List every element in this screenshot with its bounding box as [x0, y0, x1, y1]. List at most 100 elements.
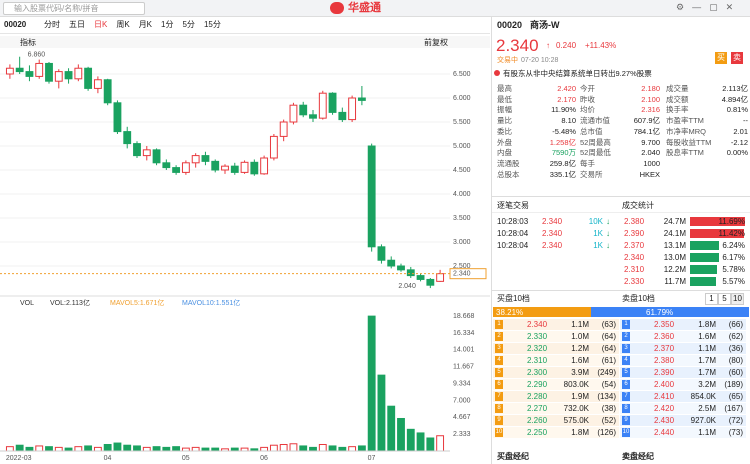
book-row [493, 355, 619, 366]
notice-dot [494, 70, 500, 76]
stat-label: 每手 [580, 158, 595, 168]
x-tick-label: 04 [104, 455, 112, 462]
bid-brokers: 买盘经纪 [497, 452, 529, 461]
indicator-label[interactable]: 指标 [20, 38, 36, 47]
logo: 华盛通 [348, 2, 381, 14]
book-volume: 1.2M [571, 344, 589, 353]
candle-body [348, 97, 357, 121]
book-volume: 1.6M [698, 332, 716, 341]
book-volume: 1.6M [571, 356, 589, 365]
ask-ratio-bar [590, 307, 749, 317]
book-price: 2.320 [527, 344, 548, 353]
adjust-label[interactable]: 前复权 [424, 38, 448, 47]
divider [492, 196, 750, 197]
arrow: ↑ [546, 41, 550, 50]
y-tick-label: 4.500 [453, 167, 471, 174]
stat-label: 均价 [580, 105, 595, 115]
book-row [620, 427, 746, 438]
candle-body [260, 157, 269, 175]
last-price-box [449, 268, 487, 280]
stat-value: 2.113亿 [722, 84, 748, 93]
book-count: (167) [724, 404, 743, 413]
candle-body [397, 265, 405, 271]
candle-body [142, 149, 151, 157]
depth-button[interactable]: 5 [718, 293, 731, 305]
stat-pct: 5.78% [722, 265, 745, 274]
candle-body [328, 92, 337, 113]
stat-value: 335.1亿 [549, 169, 576, 179]
book-volume: 1.1M [698, 428, 716, 437]
divider [492, 290, 750, 291]
depth-button[interactable]: 10 [731, 293, 744, 305]
period-tab[interactable]: 日K [94, 20, 108, 29]
period-tab[interactable]: 5分 [182, 20, 195, 29]
candle-body [230, 165, 239, 173]
stat-label: 成交量 [666, 84, 689, 93]
stat-volume: 12.2M [663, 265, 686, 274]
period-tab[interactable]: 月K [138, 20, 153, 29]
level: 2 [622, 332, 630, 341]
ask-title: 卖盘10档 [622, 294, 655, 303]
stat-value: HKEX [639, 169, 660, 179]
book-volume: 1.0M [571, 332, 589, 341]
window-controls[interactable]: ⚙—▢✕ [676, 2, 742, 12]
period-tab[interactable]: 周K [116, 20, 130, 29]
sell-button[interactable]: 卖 [731, 52, 743, 64]
period-tab[interactable]: 五日 [69, 20, 85, 29]
tab[interactable]: 成交统计 [622, 201, 654, 210]
vol-tick-label: 4.667 [453, 414, 471, 421]
book-count: (72) [728, 416, 743, 425]
ask-brokers: 卖盘经纪 [622, 452, 654, 461]
divider [492, 212, 750, 213]
search-box[interactable] [3, 2, 145, 15]
book-price: 2.290 [527, 380, 548, 389]
stat-pct: 6.17% [722, 253, 745, 262]
book-row [493, 331, 619, 342]
book-count: (73) [728, 428, 743, 437]
candle-body [35, 62, 44, 77]
stat-pct: 6.24% [722, 241, 745, 250]
book-row [493, 391, 619, 402]
book-volume: 1.8M [571, 428, 589, 437]
level: 1 [622, 320, 630, 329]
buy-button[interactable]: 买 [715, 52, 727, 64]
book-price: 2.390 [654, 368, 675, 377]
trade-time: 10:28:04 [497, 241, 529, 250]
period-tab[interactable]: 15分 [203, 20, 221, 29]
candle-body [318, 92, 327, 119]
stock-code: 00020 [497, 20, 523, 30]
trade-price: 2.340 [542, 229, 563, 238]
tab[interactable]: 逐笔交易 [497, 201, 529, 210]
vol-tick-label: 16.334 [453, 330, 475, 337]
volume-legend: MAVOL10:1.551亿 [182, 298, 240, 307]
book-count: (134) [597, 392, 616, 401]
level: 4 [622, 356, 630, 365]
book-row [620, 319, 746, 330]
period-tab[interactable]: 1分 [161, 20, 174, 29]
min-price-label: 2.040 [398, 283, 416, 290]
candle-body [123, 131, 132, 145]
status: 交易中 [497, 57, 518, 64]
stat-label: 流通市值 [580, 116, 610, 126]
stat-label: 交易所 [580, 169, 603, 179]
book-count: (62) [728, 332, 743, 341]
stat-label: 最高 [497, 84, 512, 93]
candle-body [367, 145, 376, 248]
depth-button[interactable]: 1 [705, 293, 718, 305]
candle-body [25, 71, 34, 77]
stat-label: 成交额 [666, 94, 689, 104]
book-count: (80) [728, 356, 743, 365]
divider [491, 17, 492, 464]
trade-time: 10:28:04 [497, 229, 529, 238]
stat-value: -- [743, 116, 748, 126]
stat-label: 振幅 [497, 105, 512, 115]
candle-body [357, 97, 366, 101]
book-count: (36) [728, 344, 743, 353]
candle-body [201, 155, 210, 162]
period-tab[interactable]: 分时 [44, 20, 60, 29]
stat-label: 最低 [497, 94, 512, 104]
level: 4 [495, 356, 503, 365]
candle-body [84, 67, 93, 89]
book-row [620, 355, 746, 366]
book-row [620, 343, 746, 354]
